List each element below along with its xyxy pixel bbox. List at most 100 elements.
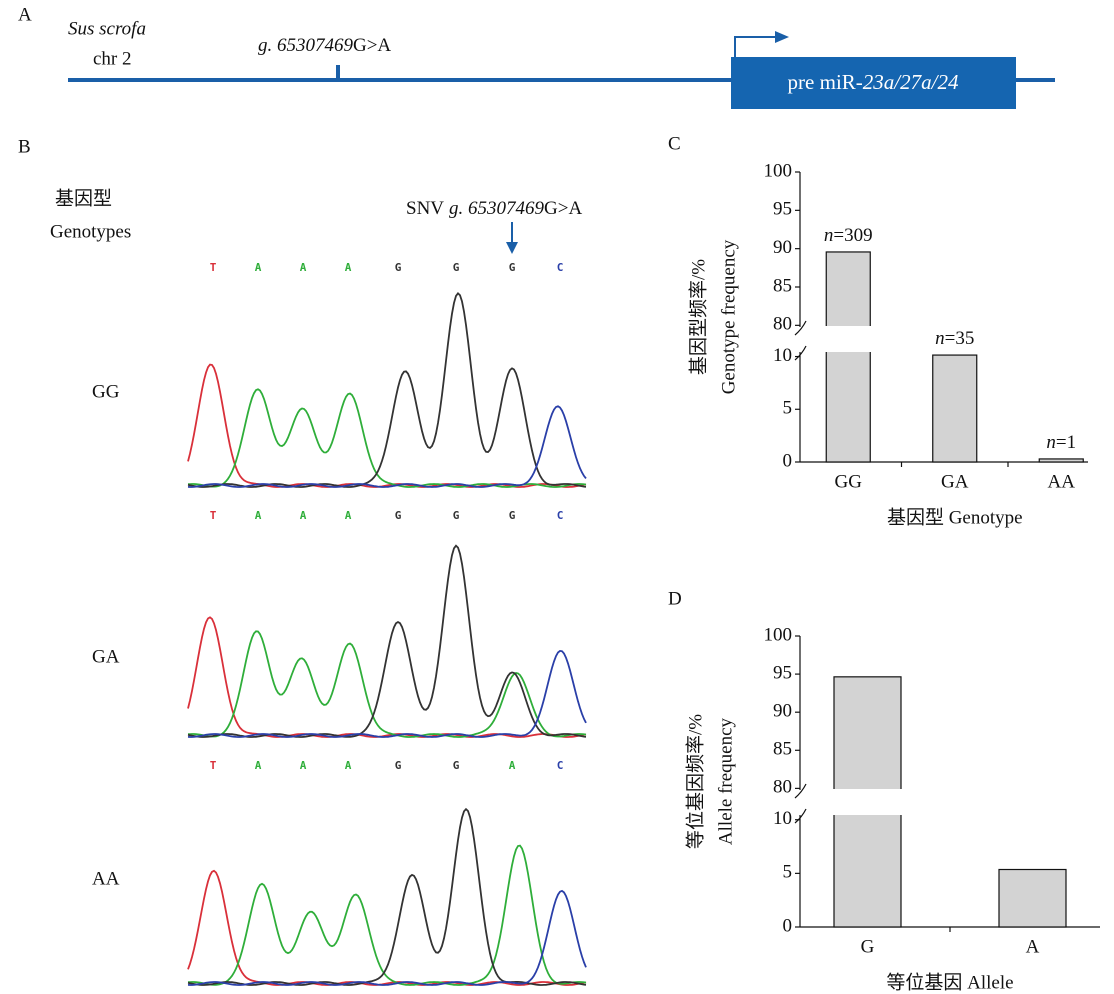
base-call: A xyxy=(300,759,307,772)
x-tick-label: AA xyxy=(1048,471,1076,492)
count-symbol: n xyxy=(935,328,945,349)
base-call: G xyxy=(453,759,460,772)
bar xyxy=(933,355,977,462)
y-tick-label: 80 xyxy=(773,314,792,335)
snv-arrowhead xyxy=(506,242,518,254)
y-axis-label: 等位基因频率/% xyxy=(684,714,706,849)
y-tick-label: 100 xyxy=(764,160,793,181)
snv-label-part: SNV xyxy=(406,198,444,219)
trace xyxy=(188,546,586,737)
y-tick-label: 0 xyxy=(783,915,793,936)
genotype-label: AA xyxy=(92,868,120,889)
count-label: n=309 xyxy=(824,225,873,246)
chromosome: chr 2 xyxy=(93,48,132,69)
panel-label: C xyxy=(668,133,681,154)
bar xyxy=(1039,459,1083,462)
y-tick-label: 100 xyxy=(764,624,793,645)
x-tick-label: GA xyxy=(941,471,969,492)
bar xyxy=(999,870,1066,927)
y-tick-label: 90 xyxy=(773,237,792,258)
y-tick-label: 85 xyxy=(773,275,792,296)
genotype-label: GG xyxy=(92,381,120,402)
y-tick-label: 80 xyxy=(773,777,792,798)
base-call: A xyxy=(300,509,307,522)
trace xyxy=(188,891,586,985)
snv-label-part: G>A xyxy=(544,198,582,219)
count-label: n=1 xyxy=(1046,432,1076,453)
base-call: C xyxy=(557,261,564,274)
count-label: n=35 xyxy=(935,328,974,349)
count-symbol: n xyxy=(824,225,834,246)
y-tick-label: 90 xyxy=(773,701,792,722)
panel-label: B xyxy=(18,136,31,157)
bar-break-gap xyxy=(832,789,903,815)
bar-break-gap xyxy=(824,326,872,352)
y-axis-label: Allele frequency xyxy=(715,717,736,845)
base-call: T xyxy=(210,759,217,772)
variant-label-part: g. 65307469 xyxy=(258,35,354,56)
y-tick-label: 95 xyxy=(773,199,792,220)
y-tick-label: 5 xyxy=(783,398,793,419)
base-call: G xyxy=(453,509,460,522)
variant-label: g. 65307469G>A xyxy=(258,35,391,56)
base-call: A xyxy=(509,759,516,772)
base-call: G xyxy=(509,261,516,274)
base-call: C xyxy=(557,759,564,772)
trace xyxy=(188,846,586,985)
tss-arrowhead xyxy=(775,31,789,43)
genotype-label: GA xyxy=(92,646,120,667)
count-symbol: n xyxy=(1046,432,1056,453)
count-value: =1 xyxy=(1056,432,1076,453)
base-call: G xyxy=(395,759,402,772)
x-tick-label: G xyxy=(861,936,875,957)
x-axis-label: 基因型 Genotype xyxy=(887,506,1023,528)
trace xyxy=(188,617,586,737)
trace xyxy=(188,631,586,737)
gene-label-part: pre miR- xyxy=(788,70,863,94)
y-tick-label: 5 xyxy=(783,862,793,883)
figure: A Sus scrofa chr 2 B 基因型 Genotypes g. 65… xyxy=(0,0,1114,994)
base-call: C xyxy=(557,509,564,522)
trace xyxy=(188,651,586,737)
base-call: A xyxy=(255,509,262,522)
base-call: A xyxy=(255,759,262,772)
page: A Sus scrofa chr 2 B 基因型 Genotypes g. 65… xyxy=(0,0,1114,994)
count-value: =309 xyxy=(833,225,872,246)
y-axis-label: 基因型频率/% xyxy=(687,259,709,375)
y-tick-label: 85 xyxy=(773,739,792,760)
trace xyxy=(188,809,586,985)
gene-label-part: 23a/27a/24 xyxy=(863,70,959,94)
y-axis-label: Genotype frequency xyxy=(718,239,739,394)
tss-arrow xyxy=(735,37,775,57)
base-call: A xyxy=(345,759,352,772)
x-tick-label: A xyxy=(1026,936,1040,957)
y-tick-label: 0 xyxy=(783,450,793,471)
species: Sus scrofa xyxy=(68,18,146,39)
base-call: G xyxy=(395,509,402,522)
bar xyxy=(826,252,870,462)
panel-label: D xyxy=(668,588,682,609)
count-value: =35 xyxy=(945,328,975,349)
variant-label-part: G>A xyxy=(353,35,391,56)
base-call: A xyxy=(300,261,307,274)
y-tick-label: 10 xyxy=(773,345,792,366)
base-call: G xyxy=(453,261,460,274)
base-call: A xyxy=(255,261,262,274)
y-tick-label: 95 xyxy=(773,662,792,683)
panel-label: A xyxy=(18,4,32,25)
base-call: A xyxy=(345,509,352,522)
x-axis-label: 等位基因 Allele xyxy=(886,971,1013,993)
base-call: G xyxy=(509,509,516,522)
base-call: A xyxy=(345,261,352,274)
base-call: G xyxy=(395,261,402,274)
title-cn: 基因型 xyxy=(55,187,112,209)
base-call: T xyxy=(210,261,217,274)
gene-label: pre miR-23a/27a/24 xyxy=(788,70,959,94)
y-tick-label: 10 xyxy=(773,808,792,829)
snv-label-part: g. 65307469 xyxy=(449,198,545,219)
title-en: Genotypes xyxy=(50,221,131,242)
trace xyxy=(188,293,586,487)
x-tick-label: GG xyxy=(835,471,863,492)
base-call: T xyxy=(210,509,217,522)
